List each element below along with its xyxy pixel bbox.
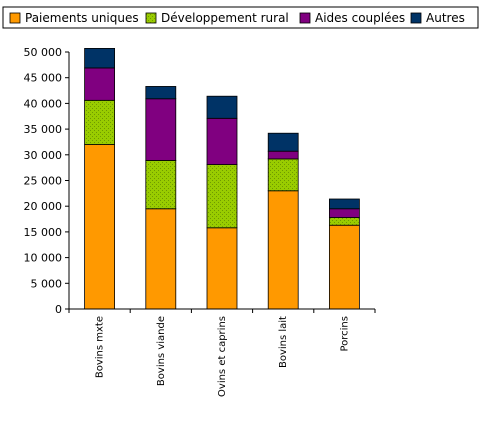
x-category-label: Porcins	[339, 316, 350, 352]
bar-segment	[328, 217, 360, 226]
bar-segment	[84, 99, 115, 145]
y-tick-label: 40 000	[24, 97, 63, 110]
bar-segment	[328, 208, 360, 218]
bar-segment	[145, 86, 177, 100]
bar-segment	[267, 158, 299, 192]
bar-segment	[206, 117, 238, 165]
y-tick-label: 15 000	[24, 226, 63, 239]
legend-swatch-aides-couplees	[299, 12, 311, 24]
x-category-label: Bovins lait	[278, 316, 289, 368]
bar-segment	[267, 150, 299, 160]
y-tick-label: 30 000	[24, 149, 63, 162]
y-tick-label: 50 000	[24, 46, 63, 59]
legend-label-developpement-rural: Développement rural	[161, 11, 289, 25]
x-category-label: Bovins viande	[156, 316, 167, 386]
legend-label-aides-couplees: Aides couplées	[315, 11, 405, 25]
bar-segment	[84, 67, 115, 101]
legend-swatch-developpement-rural	[145, 12, 157, 24]
bar-segment	[145, 208, 177, 310]
bar-segment	[328, 198, 360, 210]
y-tick-label: 45 000	[24, 72, 63, 85]
bar-segment	[145, 98, 177, 161]
bar-segment	[84, 48, 115, 69]
legend-swatch-paiements-uniques	[9, 12, 21, 24]
bar-segment	[206, 164, 238, 229]
bar-segment	[267, 132, 299, 152]
plot-area: 0 5 000 10 000 15 000 20 000 25 000 30 000 35 0…	[24, 46, 376, 397]
bar-segment	[145, 160, 177, 210]
bar-segment	[206, 95, 238, 119]
legend-label-paiements-uniques: Paiements uniques	[25, 11, 139, 25]
bar-segment	[328, 224, 360, 310]
bar-segment	[267, 190, 299, 310]
legend-border	[2, 6, 479, 29]
x-category-label: Bovins mxte	[95, 316, 106, 378]
y-tick-label: 20 000	[24, 200, 63, 213]
legend-label-autres: Autres	[426, 11, 465, 25]
bar-segment	[84, 144, 115, 310]
y-tick-label: 10 000	[24, 252, 63, 265]
bar-segment	[206, 227, 238, 310]
y-tick-label: 0	[55, 303, 62, 316]
y-tick-label: 35 000	[24, 123, 63, 136]
y-tick-label: 25 000	[24, 175, 63, 188]
x-category-label: Ovins et caprins	[217, 316, 228, 397]
y-tick-label: 5 000	[31, 277, 63, 290]
legend: Paiements uniques Développement rural Ai…	[2, 6, 479, 29]
legend-swatch-autres	[410, 12, 422, 24]
